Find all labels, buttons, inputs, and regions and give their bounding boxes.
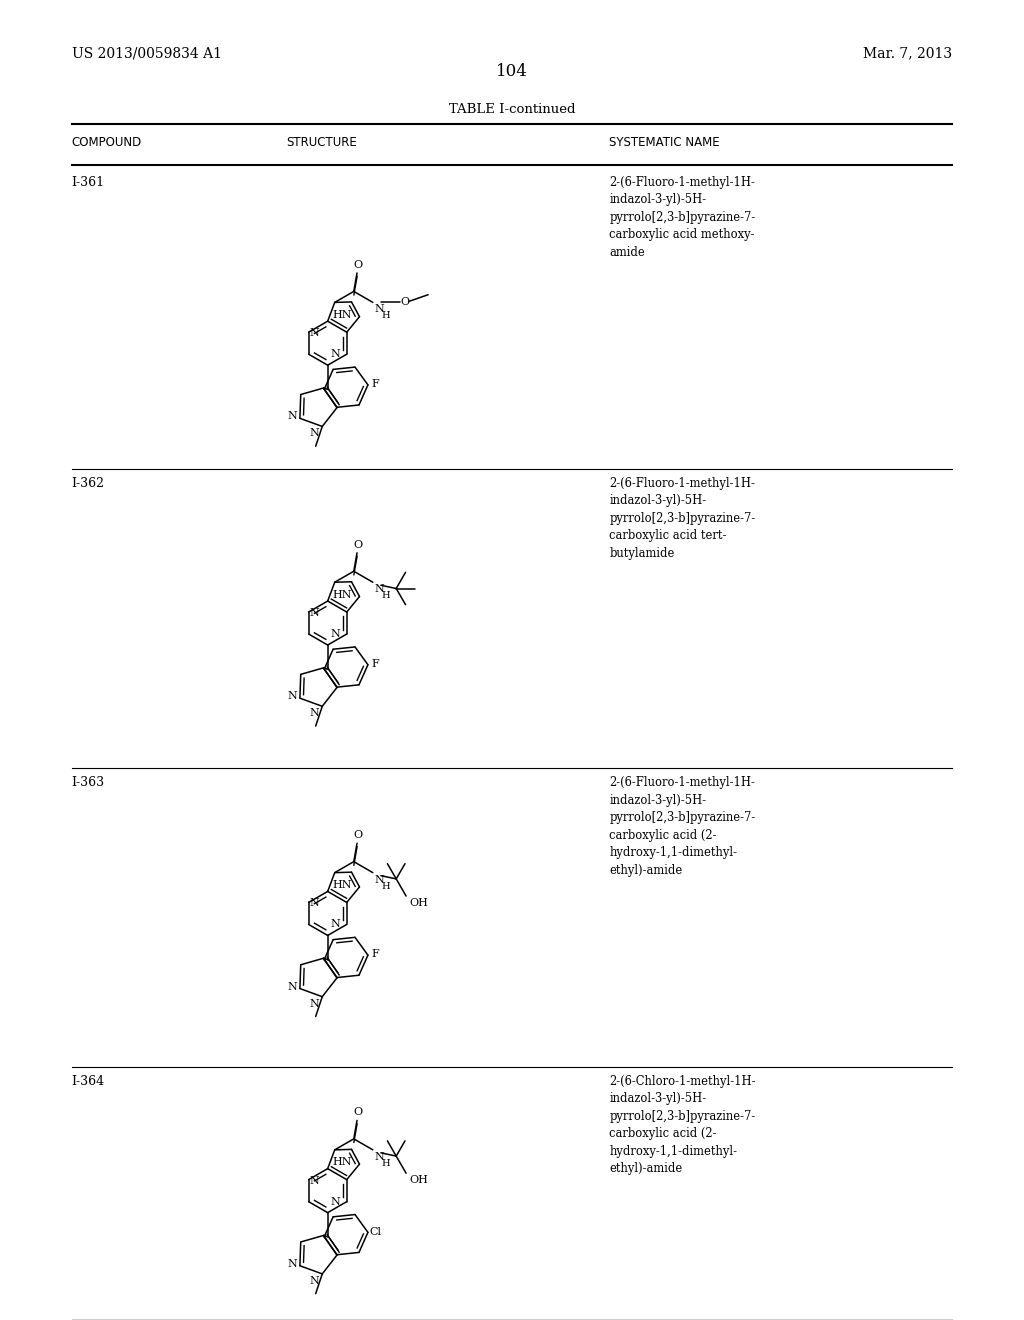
Text: STRUCTURE: STRUCTURE: [287, 136, 357, 149]
Text: O: O: [400, 297, 410, 308]
Text: HN: HN: [332, 880, 351, 890]
Text: OH: OH: [410, 898, 428, 908]
Text: TABLE I-continued: TABLE I-continued: [449, 103, 575, 116]
Text: I-362: I-362: [72, 477, 104, 490]
Text: 2-(6-Fluoro-1-methyl-1H-
indazol-3-yl)-5H-
pyrrolo[2,3-b]pyrazine-7-
carboxylic : 2-(6-Fluoro-1-methyl-1H- indazol-3-yl)-5…: [609, 477, 756, 560]
Text: I-361: I-361: [72, 176, 104, 189]
Text: OH: OH: [410, 1175, 428, 1185]
Text: N: N: [330, 1197, 340, 1206]
Text: F: F: [371, 949, 379, 960]
Text: N: N: [309, 329, 319, 338]
Text: O: O: [353, 260, 362, 271]
Text: N: N: [375, 1152, 385, 1162]
Text: Mar. 7, 2013: Mar. 7, 2013: [863, 46, 952, 61]
Text: N: N: [375, 875, 385, 884]
Text: N: N: [309, 999, 319, 1008]
Text: 2-(6-Chloro-1-methyl-1H-
indazol-3-yl)-5H-
pyrrolo[2,3-b]pyrazine-7-
carboxylic : 2-(6-Chloro-1-methyl-1H- indazol-3-yl)-5…: [609, 1074, 756, 1175]
Text: N: N: [330, 350, 340, 359]
Text: N: N: [309, 609, 319, 618]
Text: N: N: [375, 585, 385, 594]
Text: N: N: [309, 899, 319, 908]
Text: COMPOUND: COMPOUND: [72, 136, 142, 149]
Text: N: N: [287, 412, 297, 421]
Text: H: H: [382, 882, 390, 891]
Text: 2-(6-Fluoro-1-methyl-1H-
indazol-3-yl)-5H-
pyrrolo[2,3-b]pyrazine-7-
carboxylic : 2-(6-Fluoro-1-methyl-1H- indazol-3-yl)-5…: [609, 176, 756, 259]
Text: 104: 104: [496, 63, 528, 81]
Text: H: H: [382, 591, 390, 601]
Text: O: O: [353, 540, 362, 550]
Text: HN: HN: [332, 590, 351, 599]
Text: F: F: [371, 659, 379, 669]
Text: H: H: [382, 1159, 390, 1168]
Text: I-363: I-363: [72, 776, 104, 789]
Text: O: O: [353, 830, 362, 841]
Text: N: N: [309, 1276, 319, 1286]
Text: N: N: [309, 1176, 319, 1185]
Text: O: O: [353, 1107, 362, 1118]
Text: 2-(6-Fluoro-1-methyl-1H-
indazol-3-yl)-5H-
pyrrolo[2,3-b]pyrazine-7-
carboxylic : 2-(6-Fluoro-1-methyl-1H- indazol-3-yl)-5…: [609, 776, 756, 876]
Text: SYSTEMATIC NAME: SYSTEMATIC NAME: [609, 136, 720, 149]
Text: N: N: [309, 709, 319, 718]
Text: H: H: [382, 312, 390, 321]
Text: US 2013/0059834 A1: US 2013/0059834 A1: [72, 46, 221, 61]
Text: I-364: I-364: [72, 1074, 104, 1088]
Text: N: N: [287, 1259, 297, 1269]
Text: Cl: Cl: [369, 1226, 381, 1237]
Text: N: N: [330, 920, 340, 929]
Text: F: F: [371, 379, 379, 389]
Text: N: N: [309, 429, 319, 438]
Text: N: N: [330, 630, 340, 639]
Text: N: N: [375, 305, 385, 314]
Text: HN: HN: [332, 310, 351, 319]
Text: N: N: [287, 982, 297, 991]
Text: HN: HN: [332, 1158, 351, 1167]
Text: N: N: [287, 692, 297, 701]
